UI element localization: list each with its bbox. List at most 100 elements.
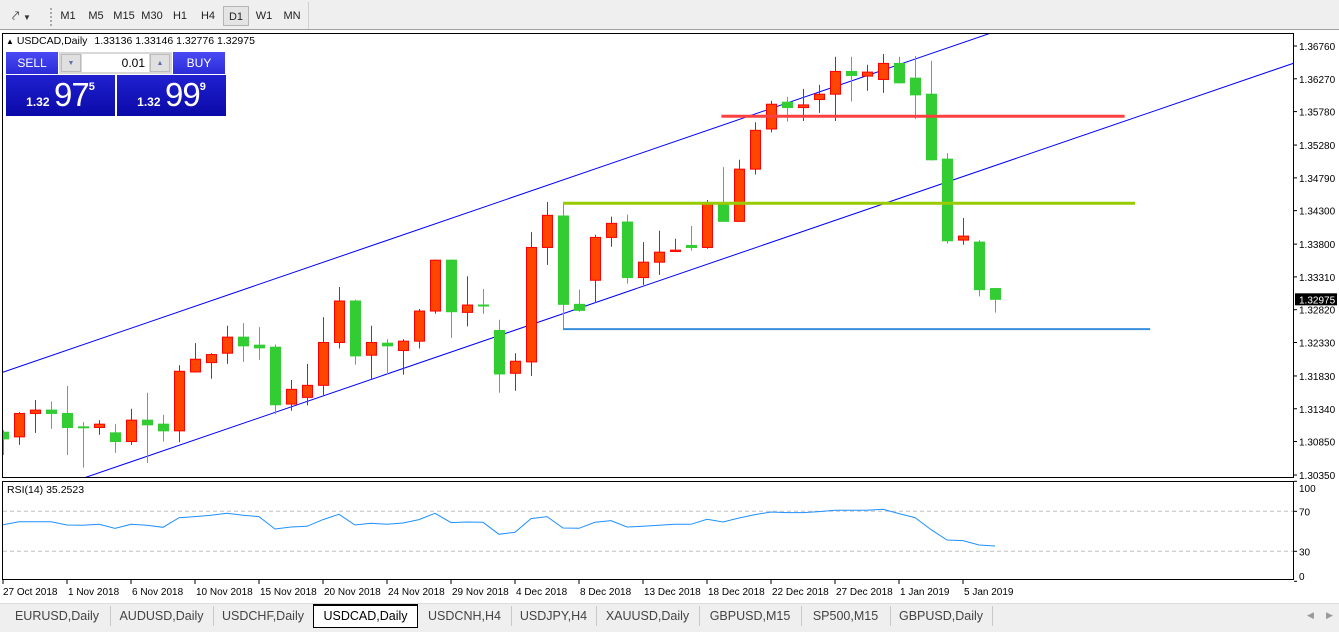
tab-gbpusd-m15[interactable]: GBPUSD,M15 <box>699 606 802 626</box>
current-price-label: 1.32975 <box>1299 295 1336 306</box>
date-axis-label: 18 Dec 2018 <box>708 587 765 598</box>
lot-size-input[interactable]: 0.01 <box>82 54 149 72</box>
candle <box>430 259 441 314</box>
decrease-lot-button[interactable]: ▼ <box>61 54 81 72</box>
candle-body <box>366 341 377 356</box>
candle <box>302 363 313 406</box>
candle-body <box>350 300 361 357</box>
tab-xauusd-daily[interactable]: XAUUSD,Daily <box>596 606 700 626</box>
candle-body <box>942 158 953 242</box>
sell-price-prefix: 1.32 <box>26 95 50 109</box>
candle <box>414 309 425 349</box>
candle-body <box>254 344 265 349</box>
candle <box>654 230 665 275</box>
symbol-label: USDCAD,Daily <box>16 35 88 47</box>
timeframe-w1[interactable]: W1 <box>255 10 273 22</box>
candle-body <box>798 104 809 109</box>
candle <box>366 325 377 380</box>
tab-gbpusd-daily[interactable]: GBPUSD,Daily <box>890 606 993 626</box>
date-axis-label: 1 Nov 2018 <box>68 587 120 598</box>
candle <box>830 56 841 121</box>
candle-body <box>654 251 665 263</box>
candle-body <box>302 384 313 398</box>
price-axis-label: 1.31340 <box>1299 405 1336 416</box>
tab-audusd-daily[interactable]: AUDUSD,Daily <box>110 606 214 626</box>
sell-price[interactable]: 1.32 975 <box>6 75 115 116</box>
candle <box>622 214 633 284</box>
price-axis: 1.36760 1.36270 1.35780 1.35280 1.34790 1.343… <box>1294 42 1337 482</box>
sell-price-main: 97 <box>53 76 90 113</box>
buy-price[interactable]: 1.32 999 <box>117 75 226 116</box>
candle-body <box>574 303 585 311</box>
tab-usdchf-daily[interactable]: USDCHF,Daily <box>213 606 314 626</box>
candle <box>894 56 905 84</box>
date-axis-label: 10 Nov 2018 <box>196 587 253 598</box>
lot-size-stepper: ▼ 0.01 ▲ <box>59 52 172 74</box>
timeframe-mn[interactable]: MN <box>283 10 301 22</box>
price-axis-label: 1.36760 <box>1299 42 1336 53</box>
candle <box>350 299 361 365</box>
tab-sp500-m15[interactable]: SP500,M15 <box>801 606 891 626</box>
candle-body <box>894 62 905 84</box>
candle-body <box>62 412 73 429</box>
timeframe-m1[interactable]: M1 <box>60 10 76 22</box>
tab-usdcad-daily[interactable]: USDCAD,Daily <box>313 604 418 628</box>
date-axis-label: 27 Oct 2018 <box>3 587 58 598</box>
candle-body <box>94 423 105 429</box>
triangle-up-icon[interactable]: ▲ <box>6 37 14 46</box>
timeframe-h4[interactable]: H4 <box>200 10 216 22</box>
date-axis-label: 29 Nov 2018 <box>452 587 509 598</box>
line-studies-dropdown[interactable]: ⤤ ▼ <box>12 8 42 24</box>
timeframe-m30[interactable]: M30 <box>141 10 163 22</box>
candle <box>990 287 1001 313</box>
increase-lot-button[interactable]: ▲ <box>150 54 170 72</box>
price-axis-label: 1.32330 <box>1299 338 1336 349</box>
candle <box>14 412 25 445</box>
price-axis-label: 1.34300 <box>1299 207 1336 218</box>
candle-body <box>510 360 521 374</box>
buy-button[interactable]: BUY <box>173 52 225 74</box>
candle-body <box>334 300 345 343</box>
timeframe-m5[interactable]: M5 <box>88 10 104 22</box>
candle-body <box>158 423 169 432</box>
tab-eurusd-daily[interactable]: EURUSD,Daily <box>4 606 111 626</box>
toolbar: ⤤ ▼ M1 M5 M15 M30 H1 H4 D1 W1 MN <box>0 0 1339 30</box>
candle <box>110 424 121 453</box>
date-axis-label: 20 Nov 2018 <box>324 587 381 598</box>
candle-body <box>110 432 121 443</box>
candle-body <box>382 342 393 347</box>
rsi-axis-label: 30 <box>1299 547 1311 558</box>
candle <box>590 234 601 304</box>
candle <box>878 54 889 93</box>
candle-body <box>862 71 873 77</box>
buy-price-main: 99 <box>164 76 201 113</box>
rsi-axis: 100 70 30 0 <box>1294 480 1316 583</box>
candle <box>910 56 921 119</box>
tab-usdjpy-h4[interactable]: USDJPY,H4 <box>511 606 597 626</box>
rsi-pane-frame <box>2 481 1294 580</box>
rsi-axis-label: 0 <box>1299 572 1305 583</box>
candle-body <box>446 259 457 313</box>
timeframe-h1[interactable]: H1 <box>172 10 188 22</box>
candle-body <box>30 409 41 414</box>
candle-body <box>910 77 921 96</box>
candle <box>62 386 73 455</box>
candle <box>238 323 249 362</box>
timeframe-m15[interactable]: M15 <box>113 10 135 22</box>
candle-body <box>46 409 57 414</box>
price-chart[interactable]: 1.36760 1.36270 1.35780 1.35280 1.34790 1.343… <box>0 30 1339 602</box>
candle-body <box>526 246 537 363</box>
toolbar-grip[interactable] <box>50 8 54 26</box>
timeframe-d1[interactable]: D1 <box>223 6 249 26</box>
sell-button[interactable]: SELL <box>6 52 58 74</box>
candle <box>270 344 281 415</box>
candle <box>382 339 393 374</box>
candle-body <box>174 370 185 432</box>
scroll-tabs-left-icon[interactable]: ◀ <box>1307 610 1314 620</box>
scroll-tabs-right-icon[interactable]: ▶ <box>1326 610 1333 620</box>
tab-usdcnh-h4[interactable]: USDCNH,H4 <box>418 606 512 626</box>
candle <box>702 199 713 249</box>
date-axis-label: 15 Nov 2018 <box>260 587 317 598</box>
candle <box>734 159 745 223</box>
candle-body <box>702 202 713 248</box>
